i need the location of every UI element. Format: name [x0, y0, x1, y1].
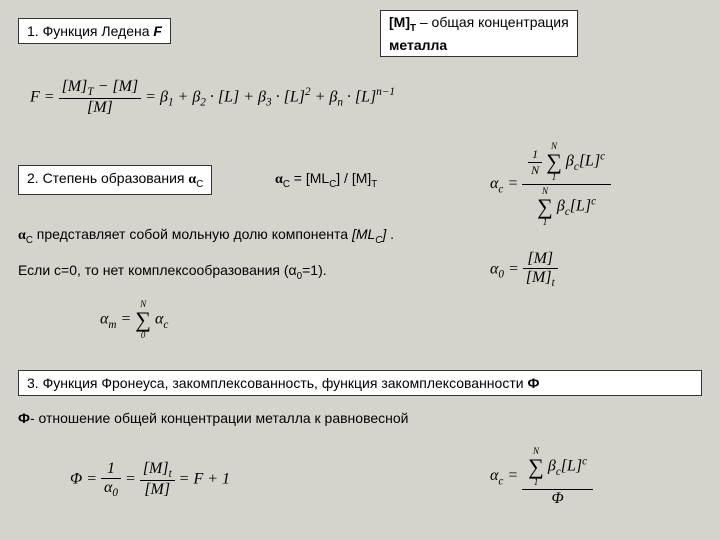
fat-ls: т — [108, 319, 116, 331]
note-l2: металла — [389, 37, 447, 53]
fac-dp: β — [557, 198, 565, 215]
fac2-nb: β — [548, 458, 556, 475]
formula-phi: Φ = 1 α0 = [M]t [M] = F + 1 — [70, 460, 230, 499]
fat-rs: c — [163, 319, 168, 331]
lac-a: α — [18, 228, 26, 243]
lc0-t2: =1). — [302, 262, 327, 278]
text-phi-description: Ф- отношение общей концентрации металла … — [18, 410, 408, 426]
lac-t: представляет собой мольную долю компонен… — [33, 226, 352, 242]
f1-p1: + β — [174, 88, 201, 105]
fa0-eq: = — [504, 260, 523, 277]
note-pre: [M] — [389, 14, 410, 30]
eq2-a: α — [275, 172, 283, 187]
fac-dsu: c — [591, 195, 596, 207]
f1-d1: [M] — [59, 99, 142, 117]
fac2-nLs: c — [582, 455, 587, 467]
fphi-d2: [M] — [140, 481, 175, 499]
f1-bn: + β — [311, 88, 338, 105]
fac-nsu: c — [600, 150, 605, 162]
eq2-t2: ] / [M] — [336, 170, 371, 186]
box-formation-degree: 2. Степень образования αC — [18, 165, 212, 195]
f1-nm1: n−1 — [376, 86, 395, 98]
box1-symbol: F — [153, 23, 162, 39]
formula-leden: F = [M]T − [M] [M] = β1 + β2 · [L] + β3 … — [30, 78, 395, 117]
fac2-d: Φ — [522, 490, 593, 508]
f1-L2: · [L] — [272, 88, 305, 105]
fac-npo: [L] — [579, 153, 600, 170]
box-leden-function: 1. Функция Ледена F — [18, 18, 171, 44]
fac2-sb: 1 — [528, 478, 544, 487]
box3-p: Ф — [527, 375, 539, 391]
fat-sb: 0 — [135, 331, 151, 340]
fac2-nL: [L] — [561, 458, 582, 475]
text-mole-fraction: αC представляет собой мольную долю компо… — [18, 226, 394, 246]
f1-eq: = — [40, 88, 59, 105]
lphi-p: Ф — [18, 410, 30, 426]
lac-d: . — [386, 226, 394, 242]
text-no-complexation: Если с=0, то нет комплексообразования (α… — [18, 262, 327, 282]
lphi-t: - отношение общей концентрации металла к… — [30, 410, 409, 426]
note-post: – общая концентрация — [416, 14, 569, 30]
f1-n1m: − [M] — [94, 78, 139, 95]
fac-sb2: 1 — [537, 218, 553, 227]
formula-alpha-c-phi: αc = N ∑ 1 βc[L]c Φ — [490, 445, 593, 508]
fac-dpo: [L] — [570, 198, 591, 215]
fphi-n2: [M] — [143, 460, 169, 477]
fphi-eq2: = — [125, 470, 140, 487]
f1-F: F — [30, 88, 40, 105]
fac-nn: 1 — [528, 147, 542, 163]
fac-sb1: 1 — [546, 173, 562, 182]
fphi-n2s: t — [169, 468, 172, 480]
box3-t: 3. Функция Фронеуса, закомплексованность… — [27, 375, 527, 391]
f1-rhs: = β — [145, 88, 168, 105]
f1-n1: [M] — [62, 78, 88, 95]
formula-alpha-t-sum: αт = N ∑ 0 αc — [100, 300, 168, 340]
box-total-concentration: [M]T – общая концентрация металла — [380, 10, 578, 57]
note-line2: металла — [389, 36, 569, 54]
fphi-d1s: 0 — [112, 487, 118, 499]
eq2-t: = [ML — [290, 170, 329, 186]
lac-ml: [ML — [352, 226, 375, 242]
fac2-eq: = — [503, 467, 522, 484]
fphi-n1: 1 — [101, 460, 121, 479]
box-froneus-function: 3. Функция Фронеуса, закомплексованность… — [18, 370, 702, 396]
box2-a: α — [188, 172, 196, 187]
fphi-P: Φ — [70, 470, 82, 487]
fat-eq: = — [117, 311, 136, 328]
box2-text: 2. Степень образования — [27, 170, 188, 186]
box2-sub: C — [196, 179, 203, 190]
equation-alpha-c: αC = [MLC] / [M]T — [275, 170, 377, 190]
lac-s: C — [26, 235, 33, 246]
formula-alpha-c-sum: αc = 1 N N ∑ 1 βc[L]c N ∑ 1 βc[L]c — [490, 140, 611, 229]
fac-nd: N — [528, 163, 542, 178]
f1-Ln: · [L] — [343, 88, 376, 105]
fphi-rhs: = F + 1 — [179, 470, 230, 487]
box1-text: 1. Функция Ледена — [27, 23, 150, 39]
fa0-ds: t — [552, 277, 555, 289]
fac-np: β — [566, 153, 574, 170]
fa0-d: [M] — [526, 269, 552, 286]
fphi-eq: = — [82, 470, 101, 487]
f1-L1: · [L] + β — [206, 88, 266, 105]
formula-alpha-0: α0 = [M] [M]t — [490, 250, 558, 289]
note-line1: [M]T – общая концентрация — [389, 13, 569, 36]
eq2-st: T — [371, 179, 377, 190]
fac-eq: = — [503, 175, 522, 192]
fa0-n: [M] — [527, 250, 553, 267]
lc0-t: Если с=0, то нет комплексообразования (α — [18, 262, 297, 278]
eq2-s: C — [283, 179, 290, 190]
